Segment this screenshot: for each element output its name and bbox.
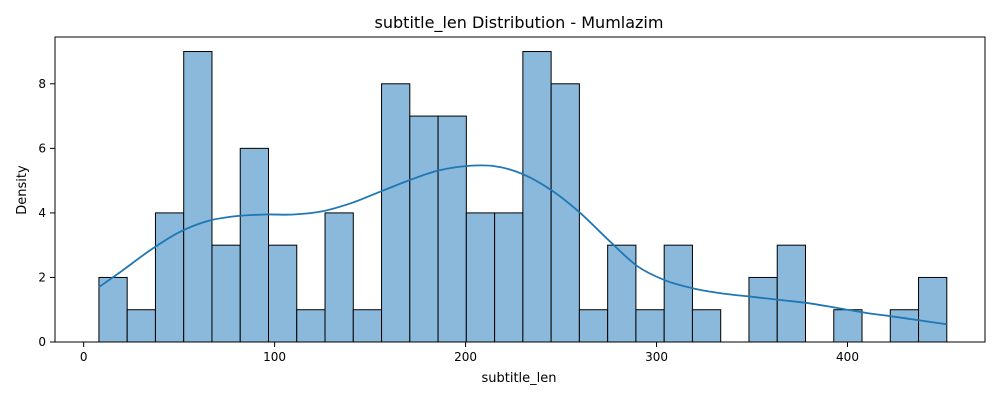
chart-title: subtitle_len Distribution - Mumlazim (375, 13, 664, 33)
histogram-bar (211, 244, 241, 343)
histogram-bar (607, 244, 637, 343)
x-axis-label: subtitle_len (481, 371, 556, 386)
histogram-bar (126, 309, 156, 343)
histogram-bar (748, 276, 778, 343)
histogram-bar (691, 309, 722, 343)
histogram-bar (918, 276, 948, 343)
histogram-bar (550, 83, 580, 343)
histogram-bar (409, 115, 439, 343)
plot-frame (54, 36, 986, 343)
y-tick-label: 4 (38, 206, 46, 220)
histogram-bar (663, 244, 693, 343)
y-tick-label: 8 (38, 77, 46, 91)
histogram-bar (833, 309, 863, 343)
histogram-bar (776, 244, 806, 343)
histogram-bar (183, 51, 213, 343)
y-tick-label: 6 (38, 141, 46, 155)
histogram-bar (578, 309, 609, 343)
kde-line (98, 164, 947, 326)
histogram-bar (154, 212, 185, 343)
y-axis-label: Density (15, 165, 30, 215)
histogram-bar (352, 309, 383, 343)
y-tick-label: 0 (38, 335, 46, 349)
histogram-bar (324, 212, 354, 343)
histogram-bar (465, 212, 496, 343)
histogram-bar (522, 51, 552, 343)
histogram-bar (437, 115, 467, 343)
histogram-bar (296, 309, 326, 343)
y-tick-label: 2 (38, 270, 46, 284)
x-axis-ticks: 0 100 200 300 400 (80, 342, 859, 364)
histogram-bar (239, 147, 269, 343)
y-axis-ticks: 0 2 4 6 8 (38, 77, 55, 349)
histogram-bar (381, 83, 411, 343)
x-tick-label: 400 (836, 350, 859, 364)
histogram-bar (635, 309, 665, 343)
histogram-bar (267, 244, 298, 343)
bars-group (98, 51, 948, 343)
histogram-bar (494, 212, 524, 343)
x-tick-label: 200 (454, 350, 477, 364)
x-tick-label: 100 (263, 350, 286, 364)
histogram-bar (98, 276, 128, 343)
x-tick-label: 0 (80, 350, 88, 364)
x-tick-label: 300 (645, 350, 668, 364)
histogram-bar (889, 309, 920, 343)
